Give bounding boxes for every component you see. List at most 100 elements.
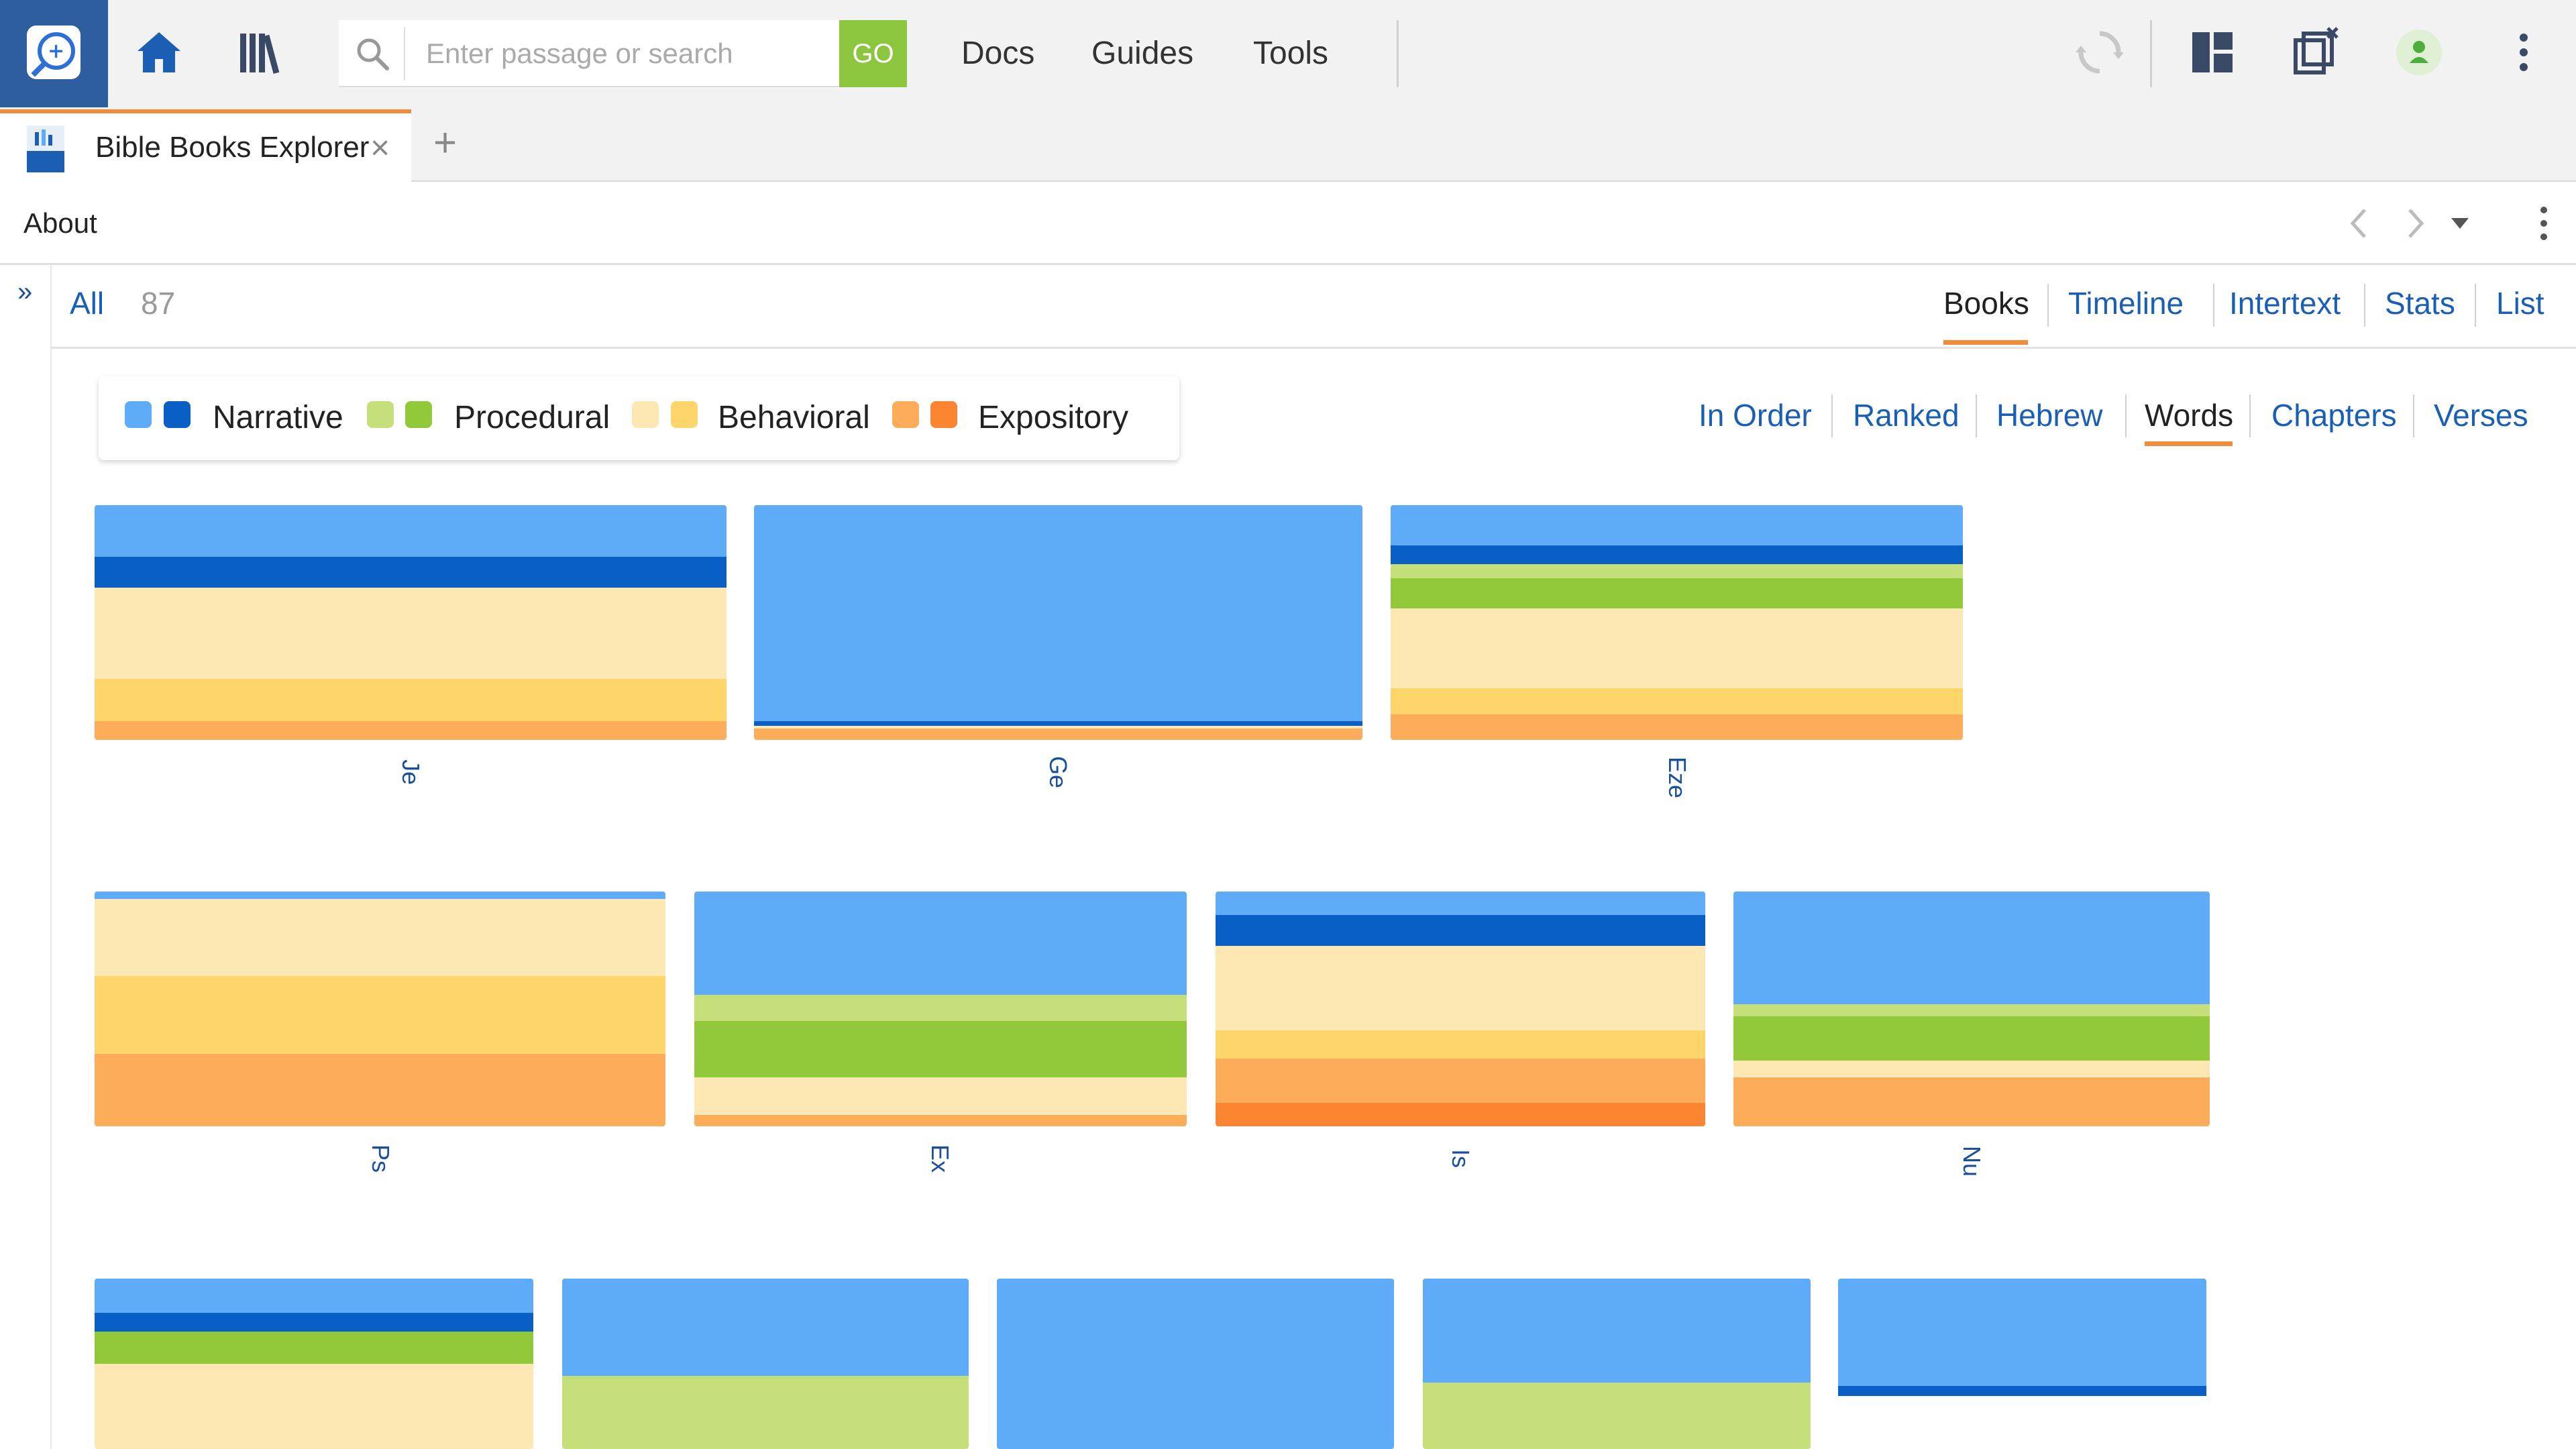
tab-close-icon[interactable]: × xyxy=(370,129,390,166)
genre-band xyxy=(95,721,727,740)
book-tile[interactable] xyxy=(1391,505,1963,740)
legend-label-expository: Expository xyxy=(978,400,1129,435)
tab-stats[interactable]: Stats xyxy=(2385,286,2455,321)
tab-books[interactable]: Books xyxy=(1943,286,2029,321)
view-in-order[interactable]: In Order xyxy=(1699,398,1812,433)
history-dropdown-icon[interactable] xyxy=(2450,215,2470,231)
legend-swatch-procedural-dark xyxy=(405,401,432,428)
genre-band xyxy=(95,898,665,977)
tab-intertext[interactable]: Intertext xyxy=(2229,286,2341,321)
genre-band xyxy=(95,505,727,557)
sync-icon[interactable] xyxy=(2073,25,2127,79)
add-tab-button[interactable]: + xyxy=(433,120,458,165)
home-icon[interactable] xyxy=(132,25,186,79)
book-tile[interactable] xyxy=(1733,892,2210,1126)
legend-swatch-expository-light xyxy=(892,401,919,428)
view-hebrew[interactable]: Hebrew xyxy=(1996,398,2103,433)
genre-band xyxy=(95,1312,533,1332)
expand-sidebar-icon[interactable]: » xyxy=(17,277,33,307)
view-verses[interactable]: Verses xyxy=(2434,398,2528,433)
genre-band xyxy=(694,1077,1187,1116)
book-tile[interactable] xyxy=(1838,1279,2206,1449)
toolbar-divider-2 xyxy=(2150,20,2152,87)
book-tile[interactable] xyxy=(95,892,665,1126)
book-label: Ex xyxy=(926,1144,954,1173)
book-tile[interactable] xyxy=(95,1279,533,1449)
menu-docs[interactable]: Docs xyxy=(961,36,1035,71)
book-tile[interactable] xyxy=(694,892,1187,1126)
genre-band xyxy=(1391,578,1963,609)
genre-legend: Narrative Procedural Behavioral Exposito… xyxy=(99,376,1179,460)
genre-band xyxy=(1391,505,1963,546)
close-panels-icon[interactable] xyxy=(2289,25,2343,79)
layout-icon[interactable] xyxy=(2186,25,2239,79)
panel-title[interactable]: About xyxy=(23,207,97,239)
book-tile[interactable] xyxy=(95,505,727,740)
library-icon[interactable] xyxy=(235,25,288,79)
legend-swatch-behavioral-dark xyxy=(671,401,698,428)
tab-title: Bible Books Explorer xyxy=(95,131,370,164)
legend-swatch-expository-dark xyxy=(930,401,957,428)
filter-row: All 87 Books Timeline Intertext Stats Li… xyxy=(52,265,2576,349)
genre-band xyxy=(562,1279,969,1377)
genre-band xyxy=(1216,1030,1705,1059)
user-avatar-icon[interactable] xyxy=(2392,25,2446,79)
view-words-underline xyxy=(2145,441,2233,446)
view-chapters[interactable]: Chapters xyxy=(2271,398,2397,433)
book-label: Nu xyxy=(1958,1145,1986,1177)
view-ranked[interactable]: Ranked xyxy=(1853,398,1960,433)
genre-band xyxy=(95,557,727,588)
panel-menu-icon[interactable] xyxy=(2529,203,2559,244)
panel-header: About xyxy=(0,182,2576,265)
genre-band xyxy=(1838,1386,2206,1397)
genre-band xyxy=(95,679,727,722)
book-label: Is xyxy=(1447,1148,1474,1168)
legend-swatch-narrative-light xyxy=(125,401,152,428)
menu-tools[interactable]: Tools xyxy=(1253,36,1329,71)
genre-band xyxy=(95,1364,533,1449)
genre-band xyxy=(1423,1382,1811,1449)
plus-icon: + xyxy=(48,40,65,63)
genre-band xyxy=(1216,915,1705,947)
genre-band xyxy=(1391,608,1963,689)
genre-band xyxy=(694,995,1187,1022)
more-vertical-icon[interactable] xyxy=(2497,25,2551,79)
view-words[interactable]: Words xyxy=(2145,398,2234,433)
legend-label-narrative: Narrative xyxy=(213,400,343,435)
search-box xyxy=(339,20,840,87)
legend-label-procedural: Procedural xyxy=(454,400,610,435)
genre-band xyxy=(1391,688,1963,715)
top-toolbar: + GO Docs Guides Tools xyxy=(0,0,2576,109)
genre-band xyxy=(95,976,665,1055)
filter-all[interactable]: All xyxy=(70,286,105,321)
tab-list[interactable]: List xyxy=(2496,286,2544,321)
search-icon xyxy=(357,38,389,70)
menu-guides[interactable]: Guides xyxy=(1091,36,1194,71)
genre-band xyxy=(1216,1103,1705,1126)
book-tile[interactable] xyxy=(562,1279,969,1449)
genre-band xyxy=(95,892,665,900)
forward-arrow-icon[interactable] xyxy=(2400,205,2430,242)
book-tile[interactable] xyxy=(1423,1279,1811,1449)
filter-count: 87 xyxy=(141,286,176,321)
book-tile[interactable] xyxy=(1216,892,1705,1126)
view-divider xyxy=(2249,394,2251,437)
genre-band xyxy=(694,1114,1187,1126)
search-input[interactable] xyxy=(425,32,830,75)
view-divider xyxy=(1976,394,1977,437)
book-tile[interactable] xyxy=(754,505,1362,740)
genre-band xyxy=(1733,1061,2210,1078)
genre-band xyxy=(1216,945,1705,1031)
app-logo[interactable]: + xyxy=(0,0,108,107)
genre-band xyxy=(1391,714,1963,740)
tab-strip: Bible Books Explorer × + xyxy=(0,109,2576,182)
genre-band xyxy=(754,505,1362,722)
search-divider xyxy=(404,27,405,80)
view-divider xyxy=(2125,394,2127,437)
back-arrow-icon[interactable] xyxy=(2345,205,2374,242)
tab-bible-books-explorer[interactable]: Bible Books Explorer × xyxy=(0,109,411,182)
go-button[interactable]: GO xyxy=(839,20,907,87)
book-tile[interactable] xyxy=(997,1279,1394,1449)
toolbar-divider xyxy=(1397,20,1399,87)
tab-timeline[interactable]: Timeline xyxy=(2068,286,2184,321)
